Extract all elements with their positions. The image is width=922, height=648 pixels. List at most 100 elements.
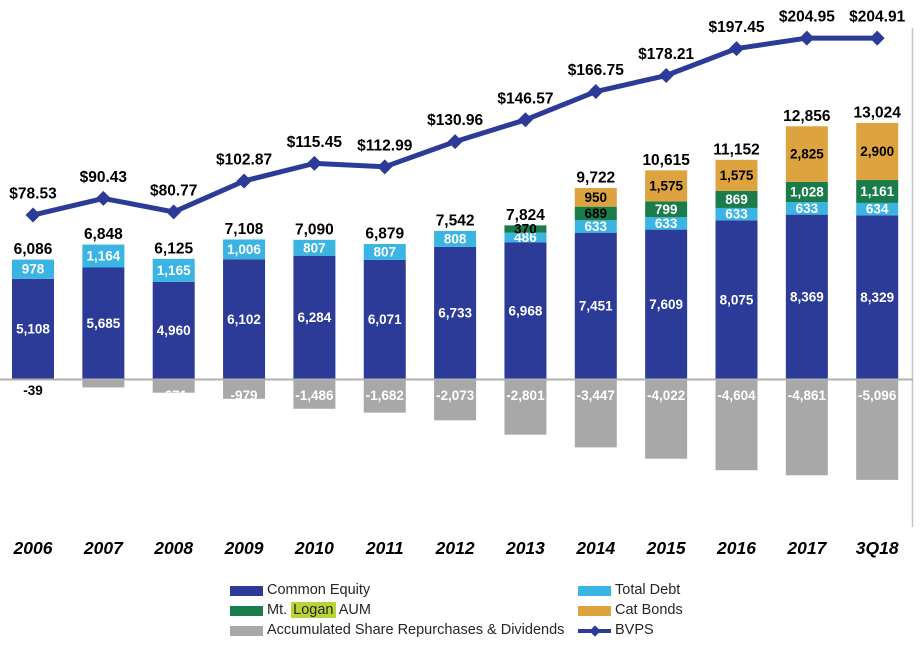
legend-item-cat-bonds: Cat Bonds (578, 603, 683, 618)
value-label-mt_logan_aum-2013: 370 (514, 222, 537, 237)
value-label-total_debt-2015: 633 (655, 216, 678, 231)
bar-common_equity-2012 (434, 246, 477, 380)
legend-label-mt-prefix: Mt. (267, 602, 292, 618)
value-label-accumulated_share_repurchases_dividends-2015: -4,022 (647, 388, 685, 403)
bvps-label-2013: $146.57 (497, 90, 553, 107)
legend-column-right: Total Debt Cat Bonds BVPS (578, 583, 683, 638)
x-axis-label-2017: 2017 (786, 538, 827, 558)
bvps-label-2007: $90.43 (80, 169, 128, 186)
bar-common_equity-3Q18 (856, 215, 899, 380)
legend-label-bvps: BVPS (615, 622, 654, 638)
value-label-total_debt-2006: 978 (22, 262, 45, 277)
value-label-total_debt-2009: 1,006 (227, 242, 261, 257)
bvps-point-2012 (447, 134, 463, 150)
cat-bonds-swatch-icon (578, 605, 611, 616)
value-label-common_equity-3Q18: 8,329 (860, 290, 894, 305)
bvps-point-2014 (588, 84, 604, 100)
x-axis-label-2015: 2015 (646, 538, 686, 558)
bvps-label-2010: $115.45 (287, 134, 343, 151)
value-label-total_debt-2012: 808 (444, 231, 467, 246)
legend-label-cat-bonds: Cat Bonds (615, 602, 683, 618)
value-label-common_equity-2015: 7,609 (649, 297, 683, 312)
bar-common_equity-2014 (574, 232, 617, 380)
bvps-label-2009: $102.87 (216, 151, 272, 168)
bvps-point-2016 (729, 41, 744, 57)
bar-total_debt-2013 (504, 232, 547, 243)
legend-label-total-debt: Total Debt (615, 582, 681, 598)
value-label-accumulated_share_repurchases_dividends-2014: -3,447 (577, 388, 615, 403)
value-label-cat_bonds-2017: 2,825 (790, 147, 824, 162)
value-label-accumulated_share_repurchases_dividends-2013: -2,801 (506, 388, 545, 403)
value-label-accumulated_share_repurchases_dividends-2009: -979 (231, 388, 258, 403)
bar-accumulated_share_repurchases_dividends-2016 (715, 379, 758, 471)
value-label-common_equity-2010: 6,284 (298, 310, 332, 325)
value-label-total_debt-2008: 1,165 (157, 263, 191, 278)
value-label-common_equity-2006: 5,108 (16, 322, 50, 337)
total-label-2006: 6,086 (14, 241, 53, 258)
x-axis-label-2006: 2006 (13, 538, 53, 558)
bar-accumulated_share_repurchases_dividends-2017 (785, 379, 828, 476)
value-label-accumulated_share_repurchases_dividends-3Q18: -5,096 (858, 388, 897, 403)
bar-total_debt-2016 (715, 207, 758, 221)
bar-accumulated_share_repurchases_dividends-2014 (574, 379, 617, 448)
bvps-label-2011: $112.99 (357, 137, 413, 154)
bar-mt_logan_aum-3Q18 (856, 180, 899, 203)
legend: Common Equity Mt. Logan AUM Accumulated … (0, 583, 922, 645)
value-label-accumulated_share_repurchases_dividends-2011: -1,682 (366, 388, 404, 403)
bar-cat_bonds-2016 (715, 159, 758, 191)
bvps-label-2016: $197.45 (708, 19, 764, 36)
bvps-point-2007 (95, 190, 111, 206)
bvps-label-3Q18: $204.91 (849, 9, 905, 26)
bar-accumulated_share_repurchases_dividends-2011 (363, 379, 406, 413)
value-label-common_equity-2012: 6,733 (438, 306, 472, 321)
value-label-common_equity-2011: 6,071 (368, 312, 402, 327)
value-label-total_debt-2017: 633 (796, 201, 819, 216)
bar-mt_logan_aum-2013 (504, 225, 547, 233)
total-label-2013: 7,824 (506, 207, 545, 224)
value-label-common_equity-2017: 8,369 (790, 290, 824, 305)
bar-accumulated_share_repurchases_dividends-2009 (223, 379, 266, 399)
bar-total_debt-2012 (434, 230, 477, 247)
value-label-cat_bonds-2014: 950 (585, 190, 608, 205)
bvps-point-2010 (306, 155, 322, 171)
bar-common_equity-2009 (223, 259, 266, 380)
value-label-common_equity-2009: 6,102 (227, 312, 261, 327)
total-label-2011: 6,879 (365, 226, 404, 243)
bar-cat_bonds-2015 (645, 170, 688, 202)
value-label-total_debt-3Q18: 634 (866, 202, 889, 217)
bar-common_equity-2010 (293, 255, 336, 380)
bvps-point-3Q18 (869, 30, 885, 46)
bar-total_debt-2006 (12, 259, 54, 279)
mt-logan-aum-swatch-icon (230, 605, 263, 616)
bar-accumulated_share_repurchases_dividends-2013 (504, 379, 547, 435)
bar-common_equity-2007 (82, 267, 125, 380)
bar-accumulated_share_repurchases_dividends-2010 (293, 379, 336, 409)
x-axis-label-2008: 2008 (153, 538, 193, 558)
total-label-2017: 12,856 (783, 108, 831, 125)
legend-item-bvps: BVPS (578, 623, 683, 638)
total-label-2016: 11,152 (713, 141, 760, 158)
value-label-mt_logan_aum-2016: 869 (725, 192, 748, 207)
value-label-accumulated_share_repurchases_dividends-2006: -39 (23, 383, 43, 398)
x-axis-label-2014: 2014 (575, 538, 615, 558)
bar-cat_bonds-2017 (785, 126, 828, 182)
value-label-total_debt-2013: 486 (514, 230, 537, 245)
legend-label-accumulated-share-repurchases: Accumulated Share Repurchases & Dividend… (267, 622, 565, 638)
value-label-accumulated_share_repurchases_dividends-2008: -671 (160, 388, 188, 403)
value-label-accumulated_share_repurchases_dividends-2010: -1,486 (295, 388, 334, 403)
bvps-point-2017 (799, 30, 815, 46)
bar-common_equity-2017 (785, 214, 828, 380)
value-label-total_debt-2016: 633 (725, 207, 748, 222)
legend-item-accumulated-share-repurchases: Accumulated Share Repurchases & Dividend… (230, 623, 564, 638)
bvps-point-2009 (236, 173, 252, 189)
x-axis-label-2007: 2007 (83, 538, 124, 558)
x-axis-label-2009: 2009 (224, 538, 264, 558)
legend-item-total-debt: Total Debt (578, 583, 683, 598)
bar-cat_bonds-2014 (574, 187, 617, 207)
bvps-point-2013 (517, 112, 533, 128)
x-axis-label-2016: 2016 (716, 538, 756, 558)
value-label-cat_bonds-2015: 1,575 (649, 178, 683, 193)
bar-cat_bonds-3Q18 (856, 122, 899, 181)
value-label-common_equity-2007: 5,685 (86, 316, 120, 331)
bar-common_equity-2016 (715, 220, 758, 380)
